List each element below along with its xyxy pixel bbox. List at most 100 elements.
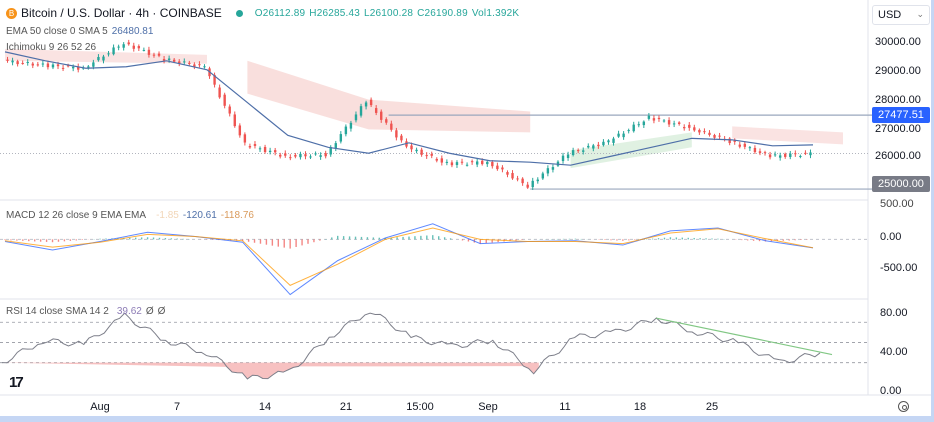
candle-body [218, 87, 221, 98]
candle-body [102, 56, 105, 61]
candle-body [374, 108, 378, 113]
rsi-tick: 0.00 [880, 385, 902, 397]
candle-body [324, 153, 327, 157]
candle-body [506, 172, 509, 175]
price-tick: 26000.00 [875, 150, 921, 162]
candle-body [16, 61, 19, 65]
ichimoku-legend[interactable]: Ichimoku 9 26 52 26 [6, 42, 96, 53]
candle-body [304, 154, 307, 157]
candle-body [713, 135, 716, 138]
candle-body [794, 153, 797, 155]
candle-body [77, 66, 80, 70]
candle-body [491, 162, 494, 167]
ichimoku-cloud-bearish [732, 126, 843, 145]
ohlc-low: L26100.28 [364, 7, 414, 19]
candle-body [773, 154, 777, 156]
candle-body [238, 125, 242, 136]
rsi-tick: 80.00 [880, 307, 908, 319]
ichimoku-label: Ichimoku 9 26 52 26 [6, 42, 97, 53]
candle-body [698, 129, 701, 133]
candle-body [385, 119, 388, 123]
candle-body [66, 65, 70, 67]
candle-body [521, 178, 524, 184]
ohlc-close: C26190.89 [417, 7, 468, 19]
candle-body [329, 147, 332, 155]
candle-body [430, 153, 433, 156]
bitcoin-icon: B [6, 7, 17, 19]
candle-body [501, 167, 504, 170]
candle-body [799, 156, 802, 158]
candle-body [87, 66, 90, 68]
market-status-icon [235, 9, 243, 17]
symbol-title[interactable]: Bitcoin / U.S. Dollar · 4h · COINBASE [21, 6, 222, 20]
candle-body [566, 154, 570, 159]
candle-body [733, 139, 736, 142]
candle-body [233, 114, 236, 127]
candle-body [440, 158, 444, 163]
candle-body [804, 152, 807, 154]
candle-body [167, 58, 171, 61]
macd-tick: -500.00 [880, 262, 918, 274]
candle-body [718, 135, 721, 137]
candle-body [223, 94, 226, 106]
candle-body [137, 46, 141, 49]
candle-body [602, 141, 605, 146]
macd-legend[interactable]: MACD 12 26 close 9 EMA EMA -1.85 -120.61… [6, 210, 254, 221]
candle-body [319, 155, 322, 157]
candle-body [789, 153, 792, 157]
rsi-legend[interactable]: RSI 14 close SMA 14 2 39.62 Ø Ø [6, 306, 165, 317]
candle-body [339, 134, 343, 142]
candle-body [768, 154, 772, 158]
candle-body [511, 173, 514, 179]
rsi-extra-2: Ø [157, 306, 166, 317]
candle-body [349, 122, 353, 129]
candle-body [683, 126, 686, 129]
rsi-extra-1: Ø [145, 306, 154, 317]
candle-body [359, 106, 363, 116]
support-price-tag: 25000.00 [872, 176, 930, 192]
candle-body [284, 153, 287, 156]
candle-body [743, 143, 747, 147]
candle-body [672, 123, 676, 125]
ohlc-open: O26112.89 [254, 7, 306, 19]
time-label: 15:00 [406, 401, 434, 413]
time-label: 18 [633, 401, 647, 413]
candle-body [112, 47, 115, 55]
candle-body [526, 184, 529, 188]
candle-body [410, 145, 413, 150]
ema-legend[interactable]: EMA 50 close 0 SMA 5 26480.81 [6, 26, 153, 37]
candle-body [465, 164, 469, 166]
macd-value: -120.61 [182, 210, 217, 221]
candle-body [26, 61, 29, 63]
currency-select[interactable]: USD ⌄ [872, 5, 930, 25]
candle-body [400, 135, 403, 141]
signal-line [4, 227, 814, 286]
candle-body [531, 180, 534, 188]
candle-body [708, 132, 711, 135]
candle-body [592, 145, 595, 149]
candle-body [132, 45, 135, 49]
candle-body [481, 160, 484, 165]
candle-body [546, 168, 550, 174]
candle-body [122, 44, 125, 48]
candle-body [97, 56, 100, 61]
candle-body [536, 179, 539, 182]
tradingview-logo-icon[interactable]: 17 [9, 374, 24, 391]
candle-body [46, 63, 50, 68]
volume: Vol1.392K [471, 7, 520, 19]
candle-body [576, 150, 580, 152]
candle-body [703, 131, 706, 133]
symbol-legend: B Bitcoin / U.S. Dollar · 4h · COINBASE … [6, 6, 519, 20]
candle-body [314, 153, 317, 155]
rsi-oversold-fill [7, 362, 539, 379]
candle-body [36, 64, 40, 66]
macd-line [4, 223, 814, 296]
candle-body [263, 147, 267, 153]
candle-body [193, 64, 196, 67]
candle-body [784, 153, 787, 157]
settings-icon[interactable] [898, 401, 909, 412]
candle-body [369, 99, 373, 106]
candle-body [496, 165, 499, 170]
currency-value: USD [878, 9, 902, 21]
